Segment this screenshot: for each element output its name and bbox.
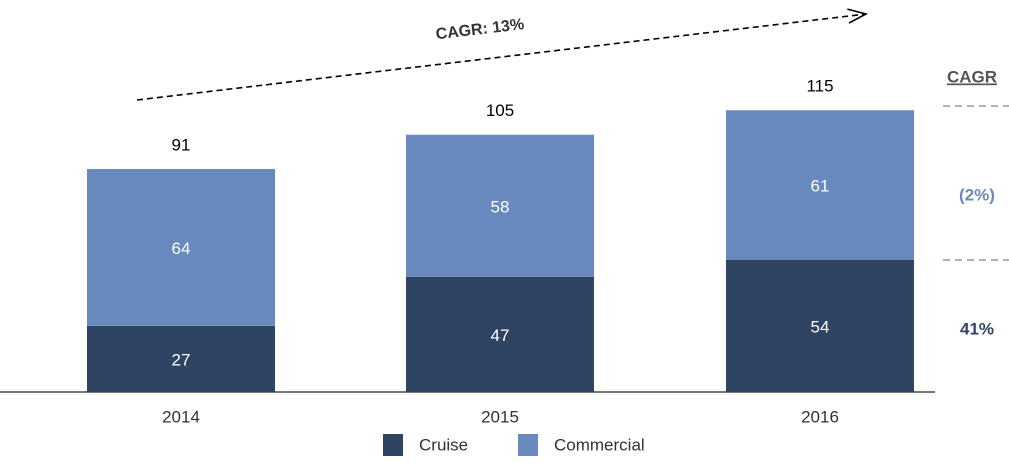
value-label: 61 [811,176,830,195]
value-label: 47 [491,326,510,345]
value-label: 58 [491,197,510,216]
bar-segment [87,169,275,326]
value-label: 27 [172,350,191,369]
bar-segment [726,110,914,260]
total-label: 105 [486,101,514,120]
bar-segment [87,325,275,392]
value-label: 54 [811,317,830,336]
cagr-title: CAGR [947,67,997,86]
cagr-label: (2%) [959,185,995,204]
trend-arrow [136,14,866,101]
legend-label: Commercial [554,435,645,454]
bar-segment [406,276,594,392]
total-label: 115 [806,77,833,96]
bar-segment [726,259,914,392]
trend-annotation: CAGR: 13% [435,16,525,43]
cagr-label: 41% [960,319,994,338]
x-tick-label: 2014 [162,407,200,426]
x-tick-label: 2015 [481,407,519,426]
legend-swatch [383,434,403,456]
value-label: 64 [172,239,191,258]
legend-swatch [518,434,538,456]
legend-label: Cruise [419,435,468,454]
x-tick-label: 2016 [801,407,839,426]
total-label: 91 [172,136,191,155]
bar-segment [406,134,594,277]
